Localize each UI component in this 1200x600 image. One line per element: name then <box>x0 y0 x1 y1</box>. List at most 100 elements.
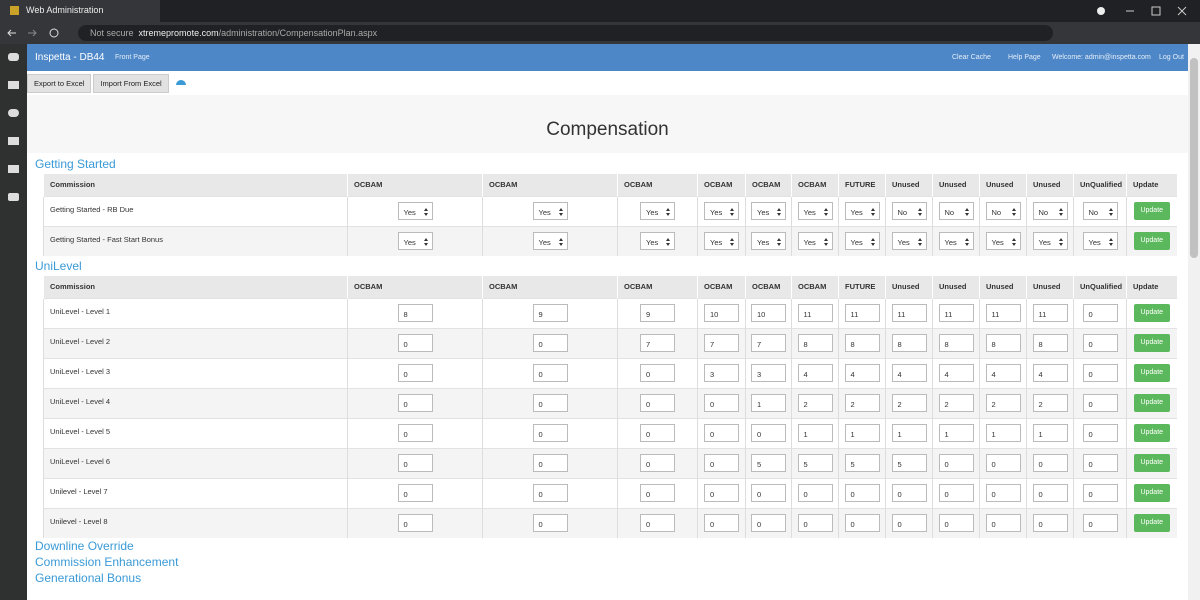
number-input[interactable]: 5 <box>751 454 786 472</box>
nav-buttons[interactable] <box>6 27 66 39</box>
number-input[interactable]: 0 <box>1032 484 1068 502</box>
sidebar-icons[interactable] <box>0 44 27 214</box>
number-input[interactable]: 0 <box>985 484 1021 502</box>
section-heading[interactable]: Commission Enhancement <box>35 555 179 569</box>
section-heading[interactable]: Getting Started <box>35 157 116 171</box>
update-button[interactable]: Update <box>1133 454 1170 472</box>
select-box[interactable]: Yes <box>891 232 927 251</box>
number-input[interactable]: 0 <box>891 514 927 533</box>
number-input[interactable]: 0 <box>1082 484 1118 502</box>
number-input[interactable]: 7 <box>704 334 739 352</box>
number-input[interactable]: 11 <box>938 304 974 322</box>
number-input[interactable]: 0 <box>1032 454 1068 472</box>
number-input[interactable]: 0 <box>1082 364 1118 382</box>
number-input[interactable]: 0 <box>532 514 568 533</box>
update-button[interactable]: Update <box>1133 232 1170 251</box>
select-box[interactable]: Yes <box>532 232 568 251</box>
select-box[interactable]: No <box>891 202 927 220</box>
number-input[interactable]: 0 <box>844 484 880 502</box>
update-button[interactable]: Update <box>1133 334 1170 352</box>
number-input[interactable]: 4 <box>1032 364 1068 382</box>
select-box[interactable]: No <box>985 202 1021 220</box>
number-input[interactable]: 0 <box>640 454 675 472</box>
select-box[interactable]: Yes <box>938 232 974 251</box>
number-input[interactable]: 0 <box>640 484 675 502</box>
update-button[interactable]: Update <box>1133 424 1170 442</box>
number-input[interactable]: 1 <box>797 424 833 442</box>
number-input[interactable]: 2 <box>1032 394 1068 412</box>
number-input[interactable]: 0 <box>640 364 675 382</box>
select-box[interactable]: Yes <box>1082 232 1118 251</box>
update-button[interactable]: Update <box>1133 304 1170 322</box>
number-input[interactable]: 0 <box>640 424 675 442</box>
number-input[interactable]: 0 <box>844 514 880 533</box>
select-box[interactable]: Yes <box>640 232 675 251</box>
select-box[interactable]: No <box>938 202 974 220</box>
brand[interactable]: Inspetta - DB44 <box>35 52 105 63</box>
select-box[interactable]: Yes <box>751 232 786 251</box>
number-input[interactable]: 1 <box>891 424 927 442</box>
import-button[interactable]: Import From Excel <box>93 74 169 93</box>
number-input[interactable]: 0 <box>704 424 739 442</box>
update-button[interactable]: Update <box>1133 394 1170 412</box>
number-input[interactable]: 10 <box>751 304 786 322</box>
number-input[interactable]: 5 <box>891 454 927 472</box>
number-input[interactable]: 4 <box>844 364 880 382</box>
number-input[interactable]: 0 <box>397 484 433 502</box>
scrollbar[interactable] <box>1188 44 1200 600</box>
number-input[interactable]: 7 <box>751 334 786 352</box>
select-box[interactable]: Yes <box>1032 232 1068 251</box>
number-input[interactable]: 8 <box>891 334 927 352</box>
number-input[interactable]: 0 <box>751 424 786 442</box>
number-input[interactable]: 8 <box>985 334 1021 352</box>
number-input[interactable]: 0 <box>1082 334 1118 352</box>
number-input[interactable]: 1 <box>938 424 974 442</box>
number-input[interactable]: 11 <box>985 304 1021 322</box>
number-input[interactable]: 0 <box>1082 514 1118 533</box>
number-input[interactable]: 8 <box>844 334 880 352</box>
number-input[interactable]: 2 <box>844 394 880 412</box>
number-input[interactable]: 4 <box>797 364 833 382</box>
update-button[interactable]: Update <box>1133 364 1170 382</box>
number-input[interactable]: 0 <box>1082 424 1118 442</box>
section-heading[interactable]: Generational Bonus <box>35 571 142 585</box>
number-input[interactable]: 0 <box>532 364 568 382</box>
number-input[interactable]: 0 <box>891 484 927 502</box>
select-box[interactable]: Yes <box>704 232 739 251</box>
number-input[interactable]: 2 <box>985 394 1021 412</box>
url-field[interactable]: Not secure xtremepromote.com/administrat… <box>78 25 1053 41</box>
number-input[interactable]: 11 <box>891 304 927 322</box>
number-input[interactable]: 11 <box>1032 304 1068 322</box>
number-input[interactable]: 7 <box>640 334 675 352</box>
number-input[interactable]: 4 <box>891 364 927 382</box>
gauge-icon[interactable] <box>175 76 187 86</box>
number-input[interactable]: 9 <box>640 304 675 322</box>
number-input[interactable]: 0 <box>704 484 739 502</box>
export-button[interactable]: Export to Excel <box>27 74 92 93</box>
number-input[interactable]: 9 <box>532 304 568 322</box>
select-box[interactable]: Yes <box>797 202 833 220</box>
number-input[interactable]: 1 <box>751 394 786 412</box>
browser-tab[interactable]: Web Administration <box>0 0 160 22</box>
number-input[interactable]: 0 <box>532 454 568 472</box>
number-input[interactable]: 0 <box>532 334 568 352</box>
number-input[interactable]: 0 <box>532 424 568 442</box>
front-page-link[interactable]: Front Page <box>115 54 150 61</box>
select-box[interactable]: Yes <box>397 232 433 251</box>
number-input[interactable]: 0 <box>1082 304 1118 322</box>
number-input[interactable]: 0 <box>797 514 833 533</box>
number-input[interactable]: 0 <box>1082 454 1118 472</box>
number-input[interactable]: 11 <box>844 304 880 322</box>
number-input[interactable]: 0 <box>397 454 433 472</box>
select-box[interactable]: Yes <box>844 232 880 251</box>
number-input[interactable]: 0 <box>1082 394 1118 412</box>
number-input[interactable]: 2 <box>891 394 927 412</box>
number-input[interactable]: 0 <box>938 454 974 472</box>
number-input[interactable]: 0 <box>397 514 433 533</box>
number-input[interactable]: 1 <box>985 424 1021 442</box>
log-out-link[interactable]: Log Out <box>1159 54 1184 61</box>
section-heading[interactable]: Downline Override <box>35 539 134 553</box>
select-box[interactable]: No <box>1032 202 1068 220</box>
number-input[interactable]: 8 <box>1032 334 1068 352</box>
select-box[interactable]: Yes <box>985 232 1021 251</box>
